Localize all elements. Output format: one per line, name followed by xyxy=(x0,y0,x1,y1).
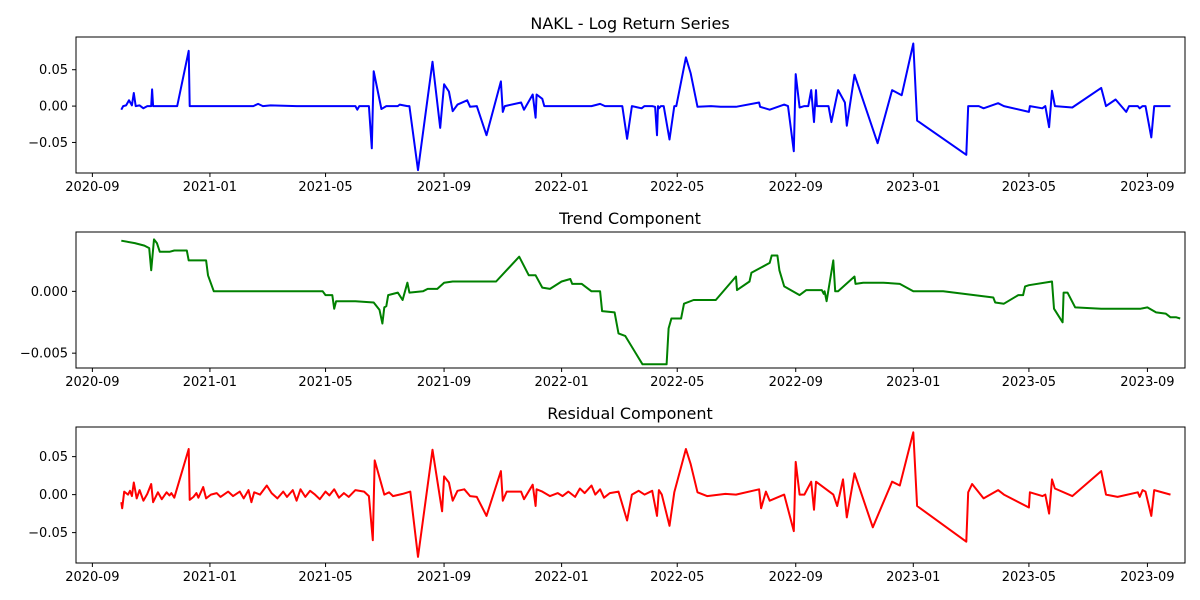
x-tick-label: 2020-09 xyxy=(65,180,119,195)
y-tick-label: 0.000 xyxy=(31,285,68,300)
y-tick-label: 0.00 xyxy=(39,100,68,115)
x-tick-label: 2023-01 xyxy=(886,180,940,195)
series-line xyxy=(120,42,1171,172)
subplot-log-return: NAKL - Log Return Series 2020-09 2021-01 2… xyxy=(28,14,1186,195)
series-line xyxy=(121,238,1181,366)
x-tick-label: 2023-01 xyxy=(886,375,940,390)
subplot-trend: Trend Component 2020-09 2021-01 2021-05 202… xyxy=(20,209,1186,390)
plot-frame xyxy=(75,231,1186,369)
x-tick-label: 2022-09 xyxy=(769,375,823,390)
x-tick-label: 2022-05 xyxy=(650,375,704,390)
y-tick-label: −0.05 xyxy=(28,136,68,151)
x-tick-label: 2021-05 xyxy=(298,375,352,390)
chart-title: NAKL - Log Return Series xyxy=(530,14,729,33)
x-tick-label: 2020-09 xyxy=(65,570,119,585)
x-tick-label: 2021-01 xyxy=(183,570,237,585)
x-tick-label: 2021-01 xyxy=(183,180,237,195)
x-tick-label: 2021-01 xyxy=(183,375,237,390)
x-tick-label: 2020-09 xyxy=(65,375,119,390)
x-tick-label: 2022-01 xyxy=(534,180,588,195)
x-tick-label: 2021-09 xyxy=(417,570,471,585)
x-tick-label: 2023-05 xyxy=(1002,375,1056,390)
x-tick-label: 2021-05 xyxy=(298,570,352,585)
x-tick-label: 2023-05 xyxy=(1002,570,1056,585)
y-tick-label: 0.00 xyxy=(39,488,68,503)
x-tick-label: 2022-01 xyxy=(534,570,588,585)
y-tick-label: −0.05 xyxy=(28,526,68,541)
x-tick-label: 2022-05 xyxy=(650,180,704,195)
x-tick-label: 2022-09 xyxy=(769,180,823,195)
x-tick-label: 2023-09 xyxy=(1120,180,1174,195)
plot-frame xyxy=(75,36,1186,174)
x-tick-label: 2021-09 xyxy=(417,375,471,390)
series-line xyxy=(120,431,1171,558)
x-tick-label: 2022-09 xyxy=(769,570,823,585)
subplot-residual: Residual Component 2020-09 2021-01 2021-05… xyxy=(28,404,1186,585)
x-tick-label: 2023-09 xyxy=(1120,570,1174,585)
x-tick-label: 2022-01 xyxy=(534,375,588,390)
y-tick-label: −0.005 xyxy=(20,347,68,362)
x-tick-label: 2023-09 xyxy=(1120,375,1174,390)
x-tick-label: 2023-01 xyxy=(886,570,940,585)
chart-title: Residual Component xyxy=(547,404,713,423)
y-tick-label: 0.05 xyxy=(39,63,68,78)
x-tick-label: 2021-05 xyxy=(298,180,352,195)
chart-title: Trend Component xyxy=(558,209,701,228)
x-tick-label: 2021-09 xyxy=(417,180,471,195)
y-tick-label: 0.05 xyxy=(39,450,68,465)
x-tick-label: 2023-05 xyxy=(1002,180,1056,195)
x-tick-label: 2022-05 xyxy=(650,570,704,585)
